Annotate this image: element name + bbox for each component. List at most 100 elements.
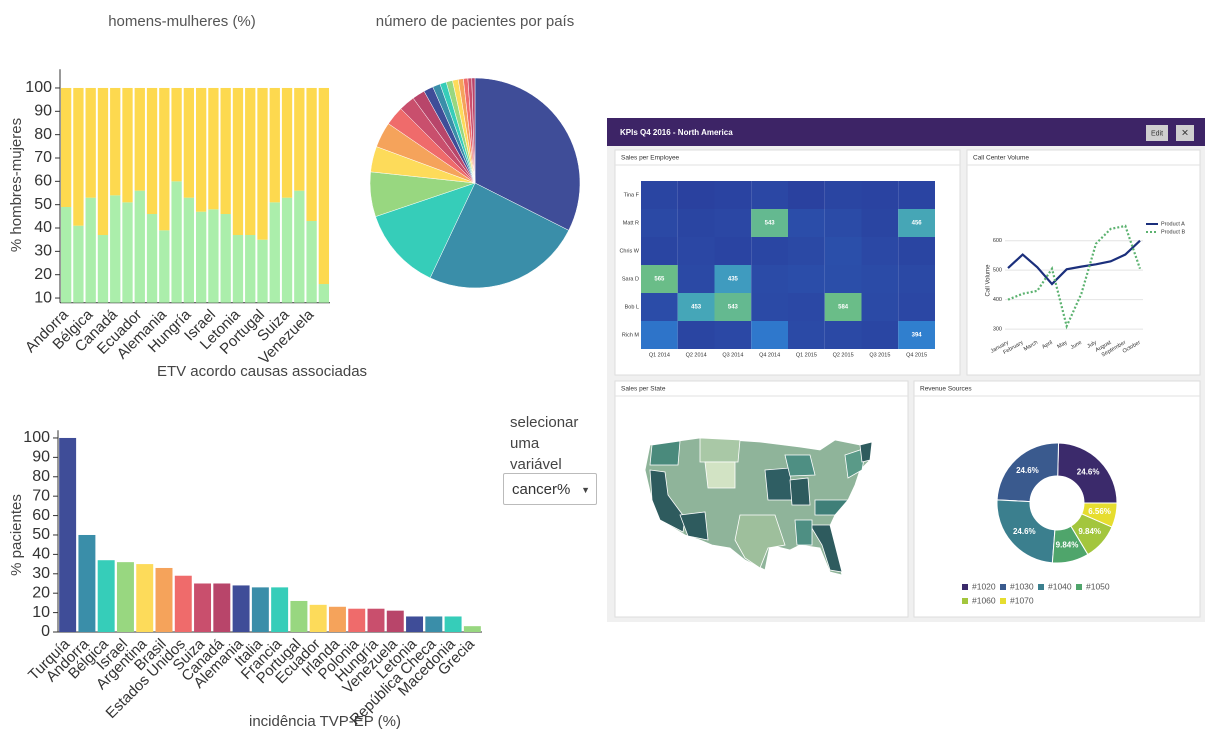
bar-segment <box>97 87 109 236</box>
cell-label: 584 <box>838 305 849 311</box>
heat-cell <box>861 181 899 209</box>
x-tick-label: April <box>1041 340 1054 351</box>
bar-segment <box>232 235 244 303</box>
heat-cell <box>824 293 862 321</box>
bar <box>116 562 134 632</box>
x-tick-label: June <box>1070 340 1083 351</box>
legend-swatch <box>1076 584 1082 590</box>
close-button[interactable] <box>1176 125 1194 141</box>
heat-cell <box>641 209 678 237</box>
state <box>844 447 867 479</box>
heat-cell <box>861 293 899 321</box>
bar-segment <box>195 87 207 212</box>
heat-cell <box>824 181 862 209</box>
heat-cell <box>714 321 752 349</box>
y-tick-label: 70 <box>32 487 50 504</box>
y-tick-label: 10 <box>32 604 50 621</box>
heat-cell <box>898 181 935 209</box>
row-label: Chris W <box>619 248 639 254</box>
panel <box>913 380 1201 618</box>
bar-segment <box>281 87 293 198</box>
slice <box>1081 502 1118 528</box>
row-label: Sara D <box>622 276 639 282</box>
row-label: Tina F <box>624 192 640 198</box>
heat-cell <box>898 321 935 349</box>
bar-segment <box>183 197 195 303</box>
legend-label: #1060 <box>972 595 996 605</box>
data-label: 6.56% <box>1088 507 1111 516</box>
legend-label: Product B <box>1161 229 1185 235</box>
legend-label: #1050 <box>1086 581 1110 591</box>
heat-cell <box>641 321 678 349</box>
panel-title: Call Center Volume <box>973 155 1029 162</box>
bar <box>348 608 366 632</box>
bar <box>290 600 308 632</box>
line <box>1007 224 1142 330</box>
bar-segment <box>134 190 145 303</box>
data-label: 24.6% <box>1016 466 1039 475</box>
legend-label: Product A <box>1161 221 1185 227</box>
column-label: Q1 2014 <box>649 352 670 358</box>
heat-cell <box>714 237 752 265</box>
bar-segment <box>306 221 317 303</box>
bar-segment <box>220 87 231 215</box>
bar <box>309 604 327 632</box>
heat-cell <box>714 209 752 237</box>
y-tick-label: 50 <box>34 196 52 213</box>
cell-label: 456 <box>912 221 923 227</box>
y-tick-label: 10 <box>34 289 52 306</box>
bar-segment <box>122 202 133 303</box>
bar <box>425 616 443 632</box>
bar-segment <box>232 87 244 236</box>
slice <box>996 442 1060 503</box>
column-label: Q1 2015 <box>796 352 817 358</box>
bar-segment <box>73 225 84 303</box>
bar-segment <box>294 87 305 191</box>
heat-cell <box>788 265 825 293</box>
slice <box>474 77 581 231</box>
heat-cell <box>714 293 752 321</box>
bar-segment <box>73 87 84 226</box>
line <box>1007 239 1141 286</box>
y-axis-label: % hombres-mujeres <box>8 118 25 252</box>
bar <box>463 626 481 632</box>
heat-cell <box>751 237 788 265</box>
y-tick-label: 30 <box>32 565 50 582</box>
close-label[interactable]: × <box>1181 126 1188 140</box>
legend-label: #1030 <box>1010 581 1034 591</box>
heat-cell <box>751 181 788 209</box>
bar <box>444 616 462 632</box>
select-value[interactable]: cancer% <box>512 481 571 498</box>
variable-select[interactable]: cancer% ▼ <box>503 473 597 505</box>
y-tick-label: 50 <box>32 526 50 543</box>
y-tick-label: 60 <box>32 507 50 524</box>
slice <box>429 182 570 289</box>
heat-cell <box>898 293 935 321</box>
bar-segment <box>85 87 96 198</box>
heat-cell <box>898 237 935 265</box>
select-arrow[interactable]: ▼ <box>581 485 590 495</box>
y-axis-label: % pacientes <box>8 494 25 576</box>
column-label: Q3 2014 <box>722 352 743 358</box>
y-tick-label: 80 <box>34 126 52 143</box>
state <box>789 477 811 506</box>
bar-segment <box>60 87 72 208</box>
slice <box>1057 442 1118 504</box>
bar <box>78 534 96 632</box>
x-axis-label: ETV acordo causas associadas <box>157 363 367 380</box>
state <box>859 441 873 463</box>
chart-title: número de pacientes por país <box>376 13 574 30</box>
y-tick-label: 100 <box>23 429 50 446</box>
state <box>794 519 813 546</box>
edit-label[interactable]: Edit <box>1151 130 1163 137</box>
column-label: Q2 2015 <box>833 352 854 358</box>
y-tick-label: 400 <box>993 297 1002 303</box>
edit-button[interactable] <box>1146 125 1168 141</box>
bar-segment <box>269 202 280 303</box>
row-label: Bob L <box>625 304 639 310</box>
heat-cell <box>751 209 788 237</box>
legend-swatch <box>962 598 968 604</box>
legend-label: #1040 <box>1048 581 1072 591</box>
heat-cell <box>788 237 825 265</box>
